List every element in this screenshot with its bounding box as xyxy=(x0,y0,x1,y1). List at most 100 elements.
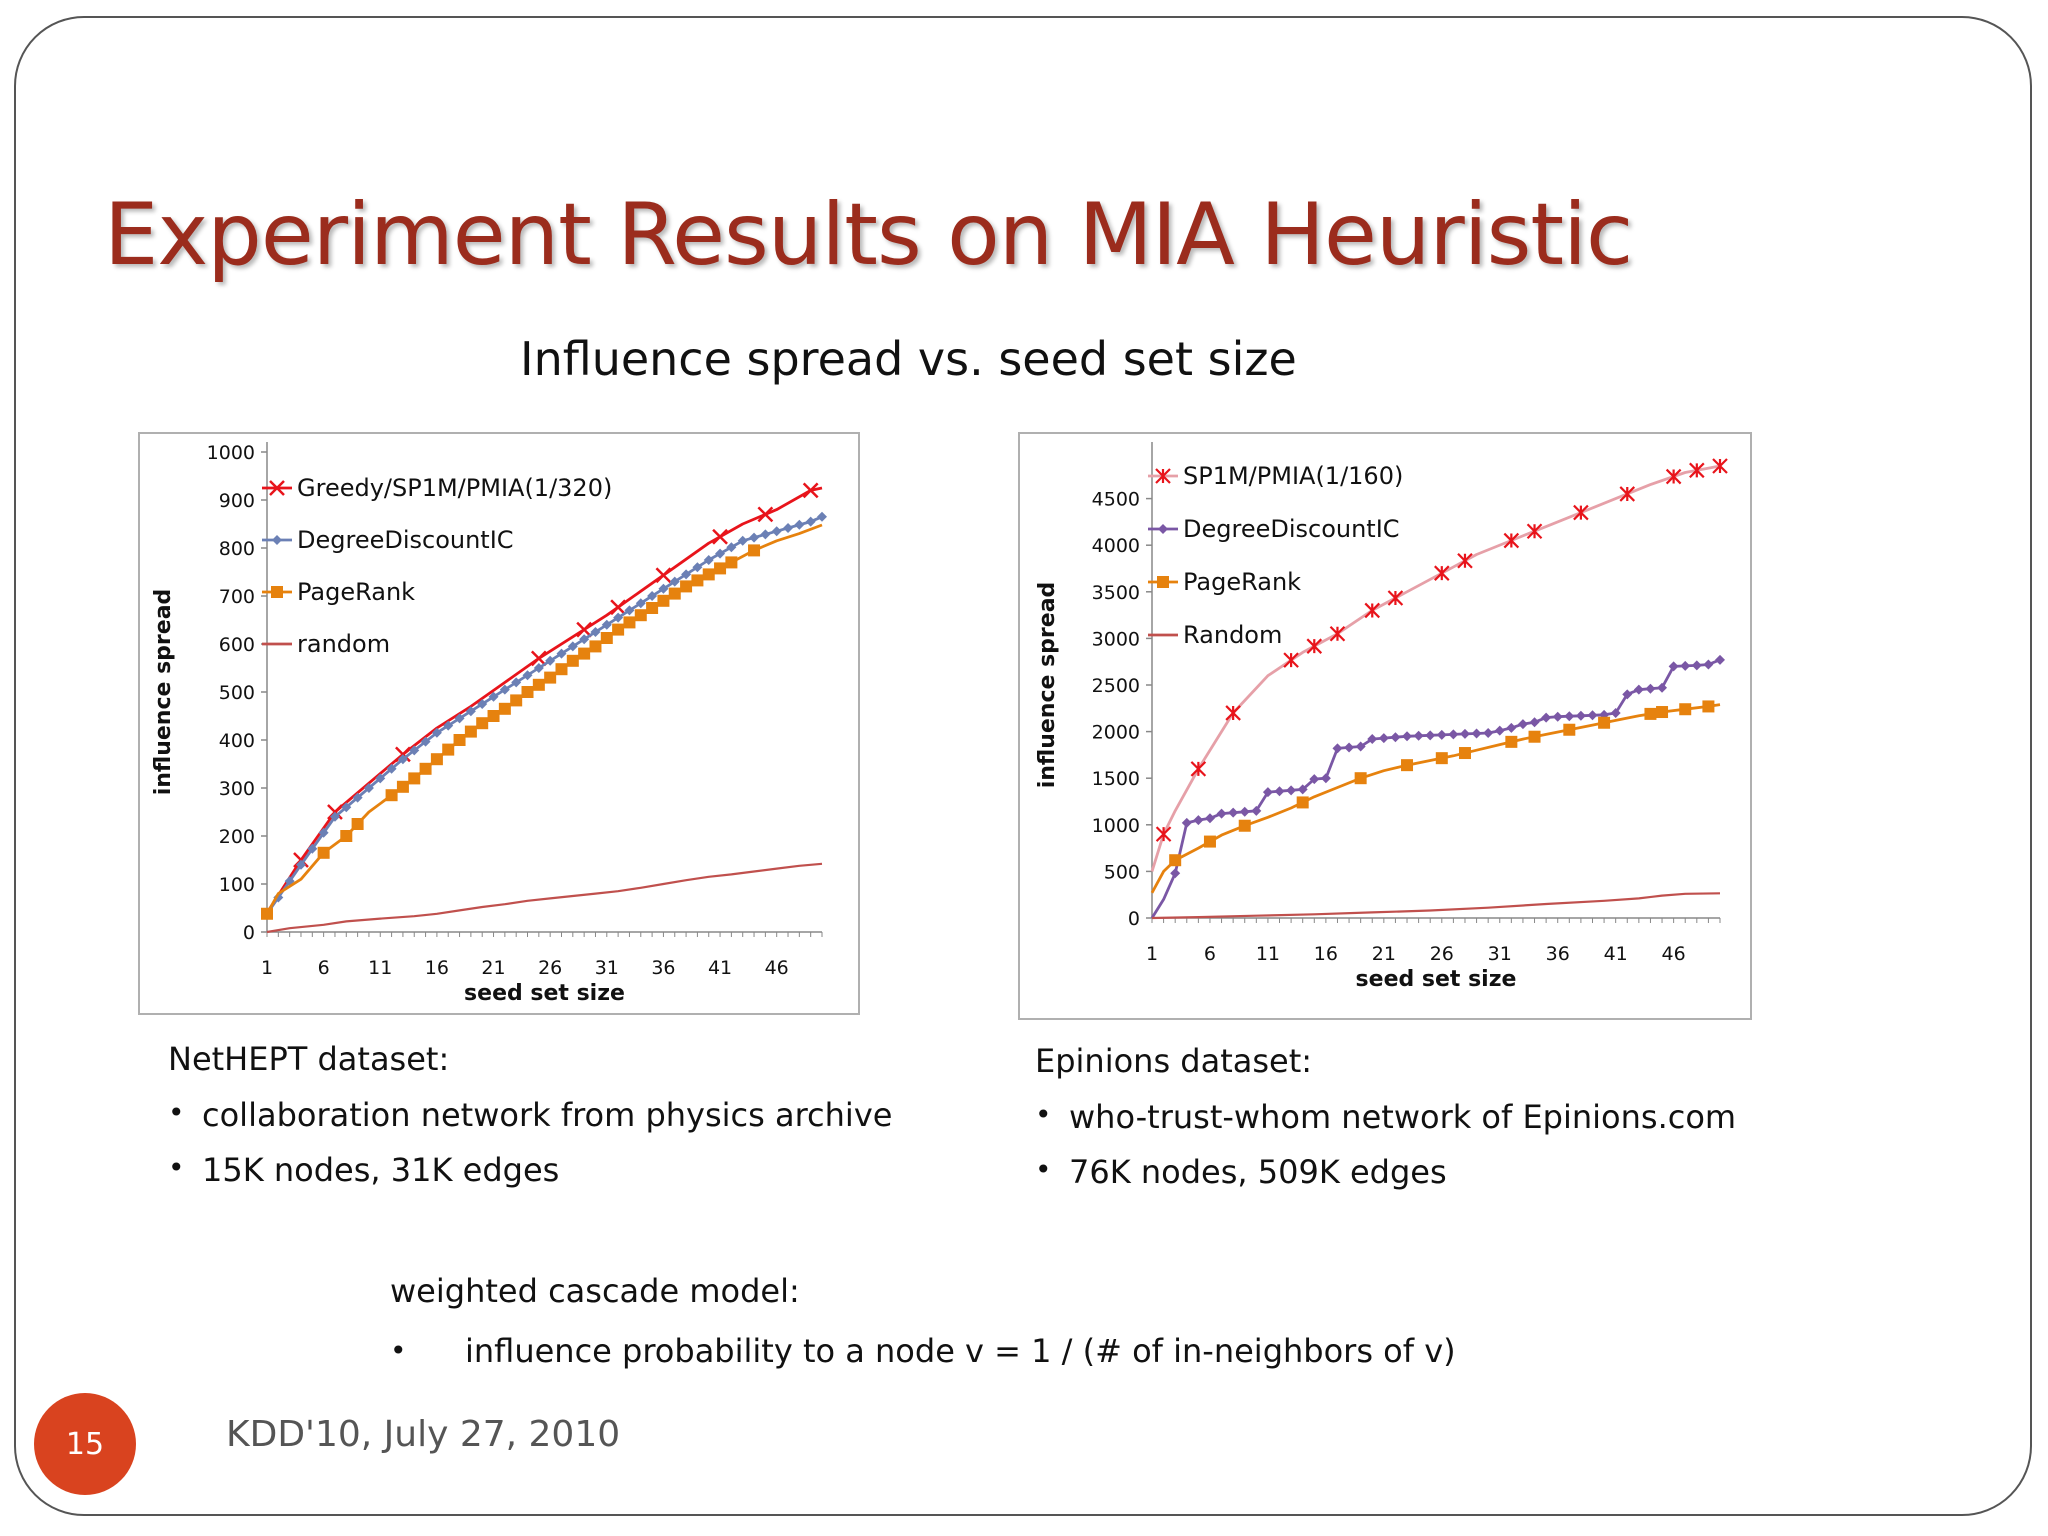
data-point xyxy=(329,811,340,822)
data-point xyxy=(1494,725,1505,736)
data-point xyxy=(1563,723,1576,736)
legend-label: SP1M/PMIA(1/160) xyxy=(1183,462,1403,490)
data-point xyxy=(1251,805,1262,816)
series-line xyxy=(265,515,823,915)
y-tick-label: 800 xyxy=(219,538,255,560)
data-point xyxy=(715,548,726,559)
data-point xyxy=(1703,659,1714,670)
data-point xyxy=(1401,759,1414,772)
data-point xyxy=(703,555,714,565)
data-point xyxy=(307,843,318,854)
legend-marker xyxy=(272,535,282,545)
y-tick-label: 0 xyxy=(243,922,255,944)
data-point xyxy=(1283,652,1299,668)
data-point xyxy=(726,542,737,553)
data-point xyxy=(533,663,544,673)
list-item: 76K nodes, 509K edges xyxy=(1035,1153,1736,1208)
data-point xyxy=(658,583,669,594)
nethept-chart: 0 100 200 300 400 500 600 700 800 900 1000 1 6 11 16 21… xyxy=(138,432,860,1015)
y-tick-label: 100 xyxy=(219,874,255,896)
data-point xyxy=(1715,654,1725,665)
data-point xyxy=(1378,733,1389,744)
x-tick-label: 16 xyxy=(425,957,449,979)
data-point xyxy=(657,594,670,607)
data-point xyxy=(757,506,774,523)
data-point xyxy=(386,763,397,774)
epinions-chart: 0 500 1000 1500 2000 2500 3000 3500 4000 4500 1 6 11… xyxy=(1018,432,1752,1020)
data-point xyxy=(397,754,408,765)
data-point xyxy=(1526,523,1543,539)
x-tick-label: 1 xyxy=(261,957,273,979)
data-point xyxy=(487,710,500,722)
y-tick-label: 900 xyxy=(219,490,255,512)
data-point xyxy=(1238,819,1251,832)
legend-label: DegreeDiscountIC xyxy=(297,526,514,554)
slide-frame xyxy=(14,16,2032,1516)
data-point xyxy=(600,632,613,644)
legend-item: PageRank xyxy=(262,578,415,606)
data-point xyxy=(1297,784,1308,795)
data-point xyxy=(1702,700,1715,713)
data-point xyxy=(1170,868,1181,879)
legend-item: DegreeDiscountIC xyxy=(262,526,514,554)
legend-marker xyxy=(1155,468,1171,484)
data-point xyxy=(1680,660,1691,671)
data-point xyxy=(442,743,455,756)
data-point xyxy=(1471,728,1482,739)
y-tick-label: 700 xyxy=(219,586,255,608)
legend-item: PageRank xyxy=(1148,568,1301,596)
data-point xyxy=(613,612,624,623)
data-point xyxy=(521,686,534,698)
data-point xyxy=(1505,735,1518,748)
y-tick-label: 4000 xyxy=(1092,535,1140,557)
data-point xyxy=(669,576,680,587)
data-point xyxy=(1657,682,1668,693)
data-point xyxy=(1458,747,1471,760)
data-point xyxy=(1689,462,1705,479)
x-tick-label: 11 xyxy=(368,957,392,979)
model-title: weighted cascade model: xyxy=(390,1272,800,1310)
data-point xyxy=(465,706,476,717)
data-point xyxy=(510,694,523,707)
data-point xyxy=(1320,773,1331,784)
data-point xyxy=(1622,689,1633,700)
data-point xyxy=(692,562,703,573)
model-item: influence probability to a node v = 1 / … xyxy=(465,1332,1456,1370)
list-item: who-trust-whom network of Epinions.com xyxy=(1035,1098,1736,1153)
data-point xyxy=(1656,706,1669,719)
y-tick-label: 600 xyxy=(219,634,255,656)
y-tick-label: 1000 xyxy=(207,442,255,464)
data-point xyxy=(1286,785,1297,796)
data-point xyxy=(566,654,579,667)
data-point xyxy=(1483,727,1494,738)
x-tick-label: 41 xyxy=(708,957,732,979)
legend-label: DegreeDiscountIC xyxy=(1183,515,1400,543)
series-0 xyxy=(1150,458,1728,872)
x-tick-label: 26 xyxy=(538,957,562,979)
data-point xyxy=(623,616,636,629)
data-point xyxy=(1506,722,1517,733)
x-tick-label: 21 xyxy=(1372,943,1396,965)
epinions-bullets: who-trust-whom network of Epinions.com 7… xyxy=(1035,1098,1736,1208)
legend-item: random xyxy=(262,630,390,658)
data-point xyxy=(317,846,330,859)
data-point xyxy=(612,623,625,636)
data-point xyxy=(647,591,658,601)
data-point xyxy=(522,670,533,681)
data-point xyxy=(783,523,794,533)
data-point xyxy=(1552,711,1563,722)
x-tick-label: 46 xyxy=(1662,943,1686,965)
legend-marker xyxy=(1158,524,1168,534)
data-point xyxy=(714,562,727,575)
data-point xyxy=(1610,707,1621,718)
data-point xyxy=(748,544,761,557)
data-point xyxy=(1619,486,1636,502)
data-point xyxy=(579,634,590,645)
data-point xyxy=(1181,817,1192,828)
data-point xyxy=(352,792,363,803)
nethept-dataset-title: NetHEPT dataset: xyxy=(168,1040,450,1078)
data-point xyxy=(1435,752,1448,765)
data-point xyxy=(385,789,398,802)
x-tick-label: 36 xyxy=(651,957,675,979)
data-point xyxy=(1564,711,1575,722)
